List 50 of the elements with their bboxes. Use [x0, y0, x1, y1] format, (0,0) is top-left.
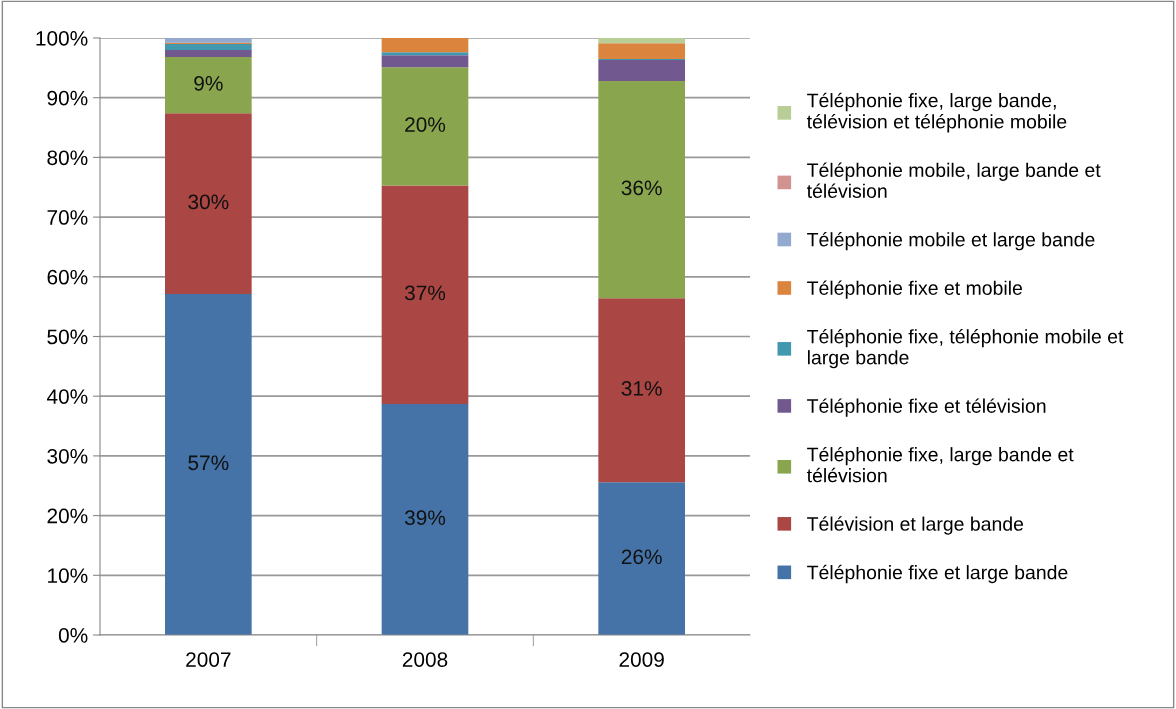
bar	[598, 38, 685, 44]
bar	[165, 113, 252, 295]
bar	[598, 482, 685, 635]
bar	[381, 38, 469, 53]
data-label: 30%	[188, 194, 229, 210]
data-label: 37%	[404, 285, 446, 301]
data-label: 36%	[621, 180, 662, 196]
y-tick-label: 40%	[46, 389, 88, 404]
y-tick-label: 50%	[47, 329, 88, 345]
data-label: 9%	[194, 76, 223, 91]
legend-label: Téléphonie fixe, large bande et télévision	[806, 446, 1074, 483]
data-label: 57%	[188, 455, 229, 471]
data-label: 31%	[621, 381, 662, 396]
legend-label: Téléphonie mobile et large bande	[807, 231, 1095, 251]
bar	[598, 80, 685, 299]
x-tick-label: 2008	[402, 652, 448, 667]
data-label: 26%	[621, 549, 662, 565]
data-label: 39%	[404, 510, 446, 526]
bar	[381, 403, 469, 635]
y-tick-label: 70%	[47, 210, 88, 225]
bar	[381, 185, 469, 404]
bar	[165, 38, 252, 43]
legend-label: Télévision et large bande	[807, 516, 1024, 535]
x-tick-label: 2007	[186, 652, 231, 667]
y-tick-label: 80%	[47, 150, 88, 166]
bar	[381, 67, 469, 186]
bar	[598, 43, 685, 59]
legend-label: Téléphonie fixe, téléphonie mobile et large bande	[807, 328, 1124, 369]
bar	[598, 60, 685, 81]
bar	[598, 298, 685, 483]
y-tick-label: 30%	[47, 448, 88, 464]
y-tick-label: 90%	[47, 90, 88, 106]
legend-label: Téléphonie fixe et mobile	[807, 280, 1022, 299]
bar	[165, 294, 252, 635]
legend-label: Téléphonie fixe, large bande, télévision et téléphonie mobile	[806, 92, 1067, 133]
bar	[381, 52, 469, 56]
legend-label: Téléphonie mobile, large bande et télévision	[806, 162, 1101, 198]
y-tick-label: 100%	[36, 31, 88, 46]
legend-label: Téléphonie fixe et télévision	[807, 398, 1046, 417]
legend-label: Téléphonie fixe et large bande	[807, 564, 1068, 584]
y-tick-label: 10%	[48, 568, 88, 584]
bar	[381, 55, 469, 68]
y-tick-label: 60%	[47, 269, 88, 285]
bar	[165, 49, 252, 58]
bar	[165, 57, 252, 114]
y-tick-label: 0%	[58, 628, 88, 643]
data-label: 20%	[405, 117, 446, 132]
bar	[165, 43, 252, 50]
y-tick-label: 20%	[47, 508, 88, 524]
x-tick-label: 2009	[619, 652, 664, 667]
